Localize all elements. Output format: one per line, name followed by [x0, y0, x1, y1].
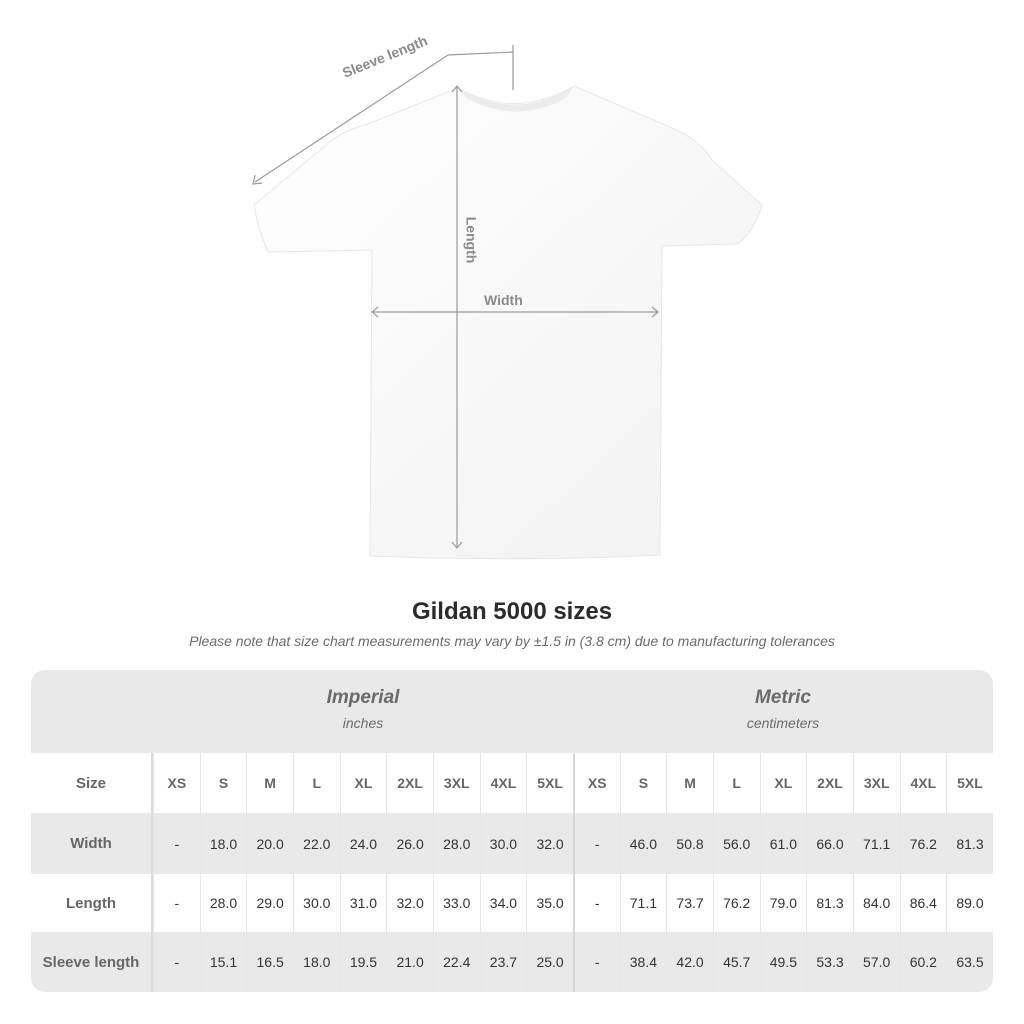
imperial-size-header: S — [199, 753, 247, 813]
imperial-value-cell: 22.0 — [292, 813, 340, 874]
metric-value-cell: 86.4 — [899, 874, 947, 932]
tolerance-note: Please note that size chart measurements… — [189, 633, 835, 649]
imperial-value-cell: 24.0 — [339, 813, 387, 874]
metric-size-header: XS — [572, 753, 620, 813]
metric-size-header: 5XL — [946, 753, 993, 813]
imperial-size-header: M — [246, 753, 293, 813]
imperial-value-cell: - — [153, 813, 200, 874]
row-label: Sleeve length — [31, 932, 153, 992]
row-label: Width — [31, 813, 153, 874]
metric-value-cell: 81.3 — [946, 813, 993, 874]
metric-value-cell: 76.2 — [899, 813, 947, 874]
metric-size-header: 3XL — [852, 753, 900, 813]
metric-value-cell: - — [572, 813, 620, 874]
imperial-size-header: XL — [339, 753, 387, 813]
metric-value-cell: 79.0 — [759, 874, 807, 932]
metric-unit: centimeters — [746, 715, 820, 731]
metric-value-cell: 61.0 — [759, 813, 807, 874]
length-label: Length — [463, 216, 480, 264]
size-label: Size — [31, 753, 153, 813]
imperial-value-cell: 30.0 — [292, 874, 340, 932]
metric-value-cell: 71.1 — [852, 813, 900, 874]
imperial-size-header: XS — [153, 753, 200, 813]
metric-value-cell: 53.3 — [806, 932, 853, 992]
imperial-value-cell: 30.0 — [479, 813, 527, 874]
metric-value-cell: 46.0 — [619, 813, 667, 874]
imperial-value-cell: 21.0 — [386, 932, 433, 992]
imperial-value-cell: 35.0 — [526, 874, 573, 932]
imperial-value-cell: 19.5 — [339, 932, 387, 992]
imperial-size-header: 3XL — [432, 753, 480, 813]
imperial-size-header: 4XL — [479, 753, 527, 813]
imperial-header: Imperial inches — [153, 670, 573, 753]
imperial-title: Imperial — [326, 687, 400, 708]
metric-header: Metric centimeters — [573, 670, 993, 753]
metric-value-cell: 89.0 — [946, 874, 993, 932]
imperial-value-cell: 18.0 — [292, 932, 340, 992]
imperial-size-header: 5XL — [526, 753, 573, 813]
metric-value-cell: 38.4 — [619, 932, 667, 992]
metric-value-cell: 60.2 — [899, 932, 947, 992]
metric-size-header: M — [666, 753, 713, 813]
metric-value-cell: 66.0 — [806, 813, 853, 874]
imperial-value-cell: 28.0 — [199, 874, 247, 932]
metric-value-cell: - — [572, 932, 620, 992]
tshirt-body — [253, 85, 763, 560]
metric-value-cell: 76.2 — [712, 874, 760, 932]
imperial-value-cell: - — [153, 874, 200, 932]
metric-value-cell: 63.5 — [946, 932, 993, 992]
tshirt-collar — [458, 86, 574, 112]
metric-size-header: XL — [759, 753, 807, 813]
metric-value-cell: 57.0 — [852, 932, 900, 992]
table-row: Sleeve length -15.1 16.5 18.0 19.5 21.0 22.4 23… — [31, 932, 993, 992]
imperial-value-cell: 18.0 — [199, 813, 247, 874]
metric-value-cell: 56.0 — [712, 813, 760, 874]
metric-size-header: S — [619, 753, 667, 813]
table-row: Width -18.0 20.0 22.0 24.0 26.0 28.0 30.0 32.0-4… — [31, 813, 993, 874]
metric-value-cell: 73.7 — [666, 874, 713, 932]
metric-size-header: 2XL — [806, 753, 853, 813]
imperial-value-cell: 16.5 — [246, 932, 293, 992]
sleeve-length-line — [254, 51, 514, 183]
imperial-value-cell: 34.0 — [479, 874, 527, 932]
imperial-value-cell: 15.1 — [199, 932, 247, 992]
metric-value-cell: 45.7 — [712, 932, 760, 992]
imperial-value-cell: 33.0 — [432, 874, 480, 932]
page-title: Gildan 5000 sizes — [411, 598, 613, 625]
metric-value-cell: 71.1 — [619, 874, 667, 932]
imperial-value-cell: 26.0 — [386, 813, 433, 874]
imperial-size-header: L — [292, 753, 340, 813]
imperial-value-cell: 28.0 — [432, 813, 480, 874]
imperial-value-cell: 23.7 — [479, 932, 527, 992]
size-header-row: Size XS S M L XL 2XL 3XL 4XL 5XL XS S M L XL 2XL 3XL 4XL 5… — [31, 753, 993, 813]
metric-value-cell: 84.0 — [852, 874, 900, 932]
imperial-value-cell: 32.0 — [386, 874, 433, 932]
metric-value-cell: 42.0 — [666, 932, 713, 992]
row-label: Length — [31, 874, 153, 932]
imperial-unit: inches — [342, 715, 384, 731]
metric-value-cell: - — [572, 874, 620, 932]
table-row: Length -28.0 29.0 30.0 31.0 32.0 33.0 34.0 35.0-… — [31, 874, 993, 932]
metric-size-header: L — [712, 753, 760, 813]
measure-lines — [252, 45, 659, 549]
imperial-value-cell: 20.0 — [246, 813, 293, 874]
imperial-value-cell: - — [153, 932, 200, 992]
metric-value-cell: 50.8 — [666, 813, 713, 874]
size-table: Imperial inches Metric centimeters Size X… — [31, 670, 993, 992]
imperial-value-cell: 25.0 — [526, 932, 573, 992]
imperial-value-cell: 32.0 — [526, 813, 573, 874]
imperial-size-header: 2XL — [386, 753, 433, 813]
metric-title: Metric — [755, 687, 811, 708]
imperial-value-cell: 29.0 — [246, 874, 293, 932]
imperial-value-cell: 22.4 — [432, 932, 480, 992]
metric-value-cell: 81.3 — [806, 874, 853, 932]
tshirt-diagram — [252, 45, 763, 560]
metric-size-header: 4XL — [899, 753, 947, 813]
metric-value-cell: 49.5 — [759, 932, 807, 992]
width-label: Width — [484, 292, 523, 308]
imperial-value-cell: 31.0 — [339, 874, 387, 932]
